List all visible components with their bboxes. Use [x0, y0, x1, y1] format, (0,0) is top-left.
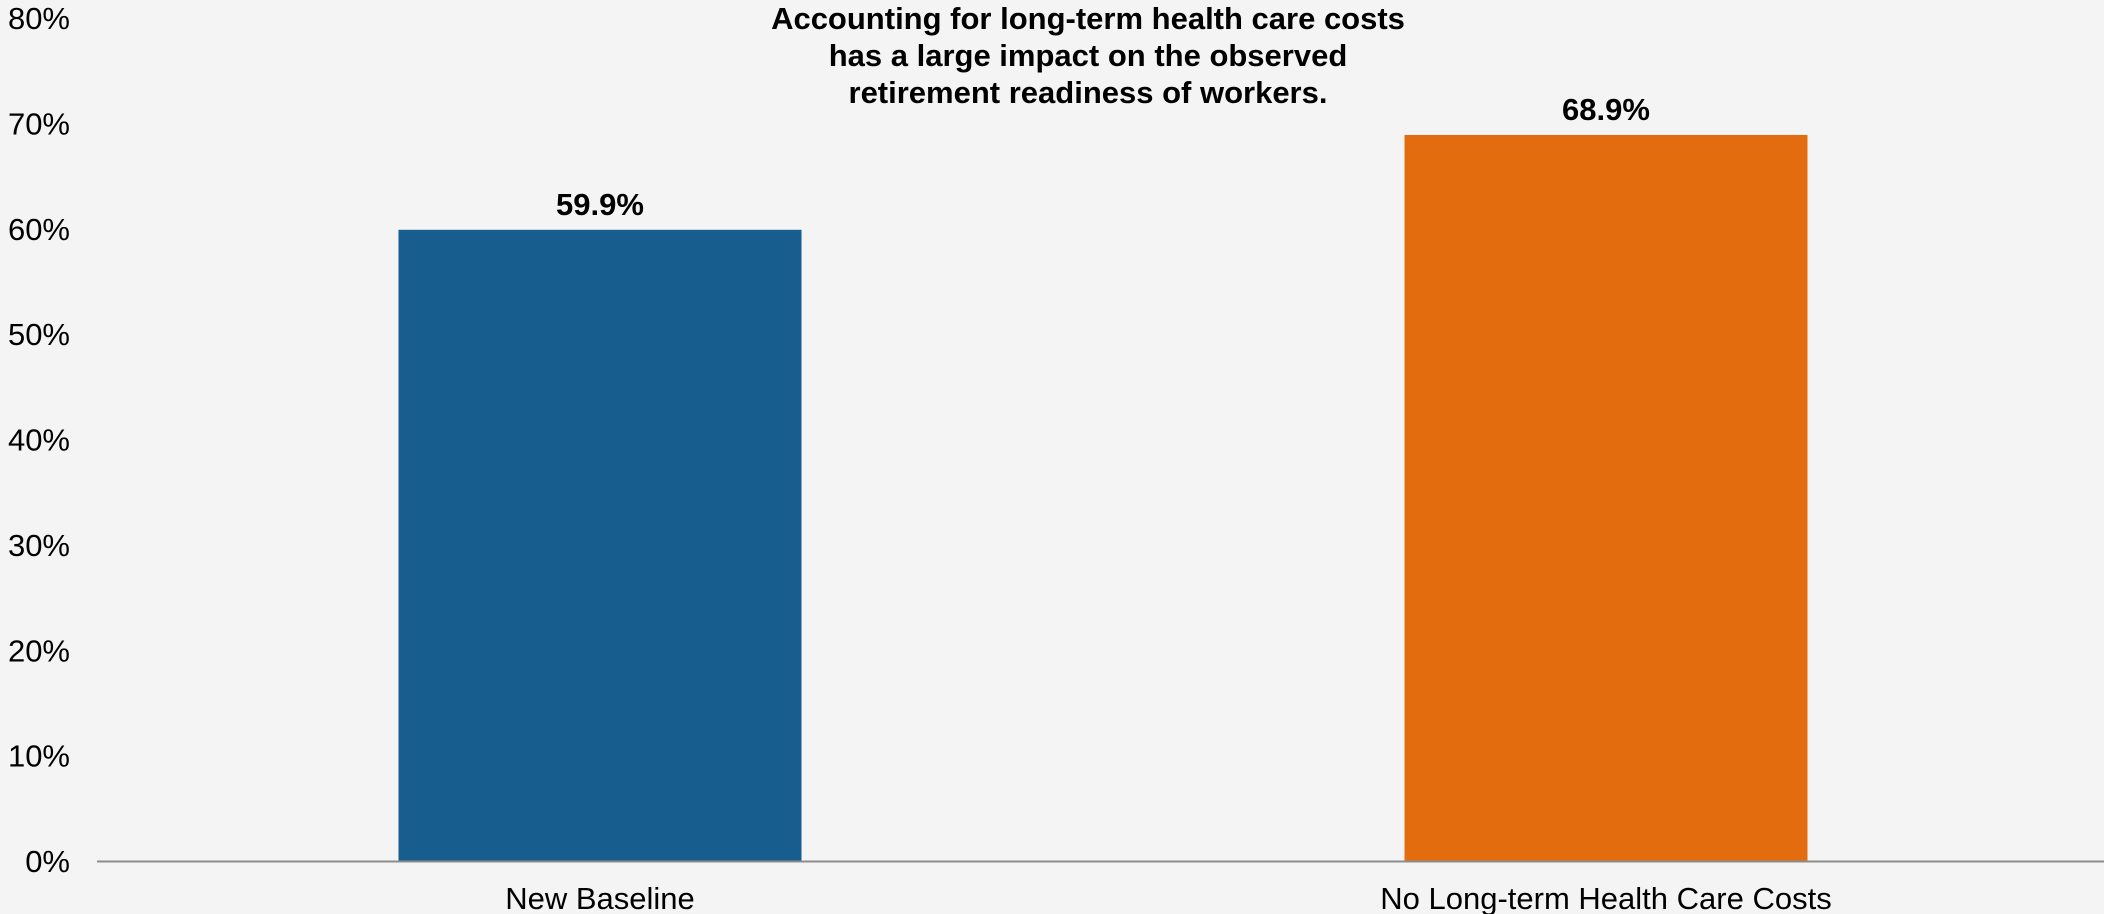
bar-value-label: 68.9% — [1562, 92, 1650, 127]
x-tick-label: New Baseline — [505, 881, 695, 914]
y-tick-label: 10% — [8, 739, 70, 774]
data-labels: 59.9% 68.9% — [556, 92, 1650, 222]
bars — [398, 134, 1808, 861]
y-tick-label: 60% — [8, 212, 70, 247]
y-tick-label: 70% — [8, 106, 70, 141]
y-tick-label: 80% — [8, 1, 70, 36]
y-tick-label: 50% — [8, 317, 70, 352]
chart-title-line-2: has a large impact on the observed — [829, 38, 1348, 73]
y-tick-label: 40% — [8, 423, 70, 458]
chart-title-line-1: Accounting for long-term health care cos… — [771, 1, 1405, 36]
x-axis: New Baseline No Long-term Health Care Cos… — [97, 860, 2104, 914]
x-tick-label: No Long-term Health Care Costs — [1380, 881, 1831, 914]
y-axis: 0% 10% 20% 30% 40% 50% 60% 70% 80% — [8, 1, 70, 879]
bar-2 — [1404, 134, 1808, 861]
bar-value-label: 59.9% — [556, 187, 644, 222]
y-tick-label: 0% — [25, 844, 70, 879]
chart-title-line-3: retirement readiness of workers. — [849, 75, 1328, 110]
y-tick-label: 30% — [8, 528, 70, 563]
chart-title: Accounting for long-term health care cos… — [771, 1, 1405, 110]
y-tick-label: 20% — [8, 633, 70, 668]
bar-1 — [398, 229, 802, 861]
